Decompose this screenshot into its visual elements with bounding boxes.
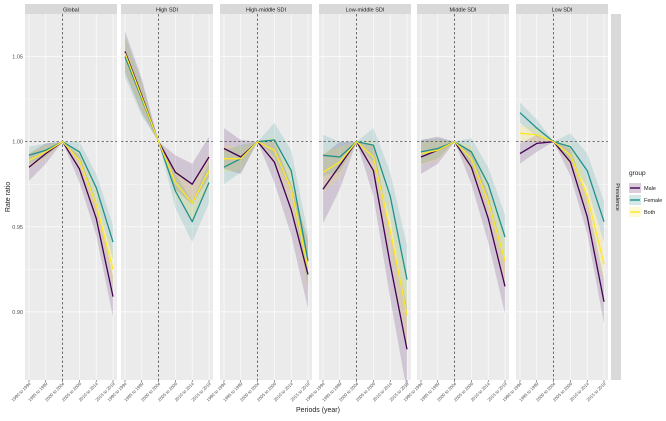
y-tick-label: 0.95 — [12, 225, 23, 231]
row-strip-label: Prevalence — [614, 183, 620, 211]
facet-label: Middle SDI — [450, 8, 477, 14]
confidence-band-female — [323, 128, 407, 314]
facet-label: Low-middle SDI — [346, 8, 385, 14]
series-line-male — [322, 141, 408, 350]
facet-label: Low SDI — [552, 8, 573, 14]
facet-label: High-middle SDI — [246, 8, 287, 14]
series-line-both — [124, 52, 210, 204]
confidence-band-female — [421, 138, 505, 260]
series-line-female — [124, 56, 210, 223]
facet-label: Global — [63, 8, 79, 14]
facet-label: High SDI — [156, 8, 178, 14]
confidence-band-both — [520, 124, 604, 285]
series-line-female — [28, 141, 114, 243]
series-line-female — [322, 141, 408, 280]
facet-strip — [121, 4, 213, 14]
panel-background — [25, 14, 117, 380]
series-line-female — [223, 139, 309, 261]
facet-strip — [220, 4, 312, 14]
confidence-band-male — [224, 128, 308, 309]
facet-strip — [516, 4, 608, 14]
series-line-male — [28, 141, 114, 297]
legend-title: group — [629, 170, 646, 177]
confidence-band-both — [224, 136, 308, 292]
facet-strip — [319, 4, 411, 14]
y-tick-label: 1.05 — [12, 55, 23, 61]
legend-label-female: Female — [644, 198, 662, 204]
confidence-band-male — [29, 141, 113, 317]
panel-background — [516, 14, 608, 380]
confidence-band-female — [29, 141, 113, 260]
series-line-both — [28, 141, 114, 270]
facet-strip — [25, 4, 117, 14]
series-line-both — [420, 141, 506, 261]
series-line-male — [519, 141, 605, 302]
y-tick-label: 1.00 — [12, 140, 23, 146]
y-axis-title: Rate ratio — [5, 182, 12, 212]
x-axis-title: Periods (year) — [296, 407, 340, 414]
panel-background — [121, 14, 213, 380]
confidence-band-male — [520, 134, 604, 324]
row-strip — [611, 14, 621, 380]
confidence-band-both — [323, 140, 407, 350]
series-line-both — [519, 132, 605, 265]
legend-label-both: Both — [644, 210, 655, 216]
facet-strip — [417, 4, 509, 14]
confidence-band-female — [125, 36, 209, 243]
series-line-female — [519, 112, 605, 222]
series-line-both — [224, 141, 309, 268]
legend-label-male: Male — [644, 186, 656, 192]
series-line-both — [322, 141, 408, 316]
series-line-male — [223, 141, 309, 275]
y-tick-label: 0.90 — [12, 310, 23, 316]
panel-background — [417, 14, 509, 380]
panel-background — [319, 14, 411, 380]
series-line-female — [420, 141, 506, 238]
confidence-band-female — [520, 102, 604, 243]
